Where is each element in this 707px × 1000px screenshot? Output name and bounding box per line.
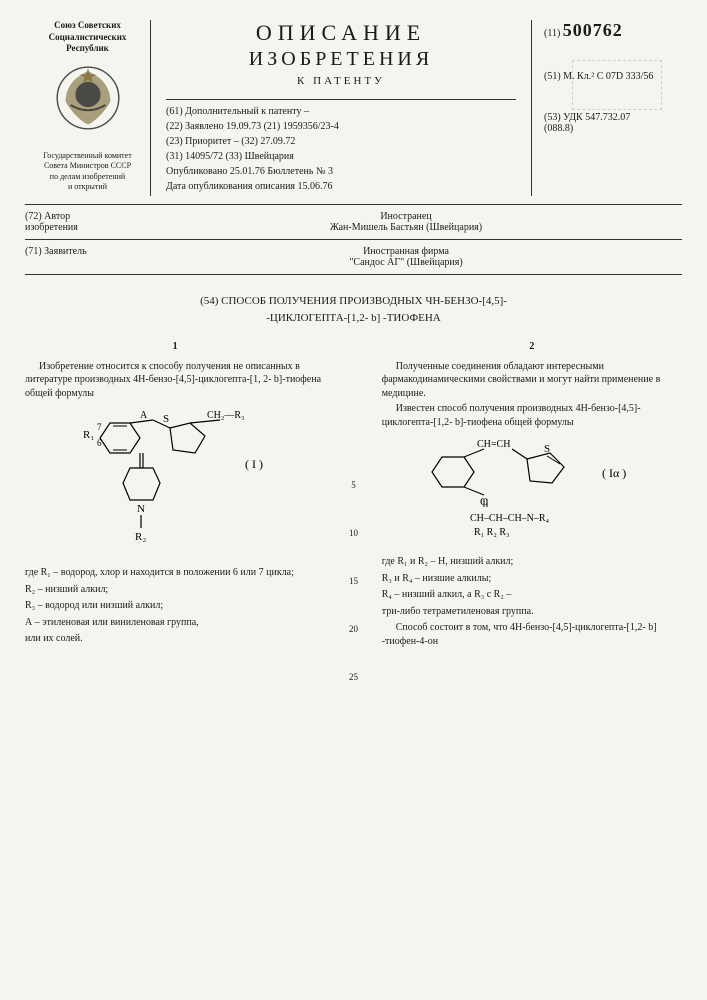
col1-p1: Изобретение относится к способу получени… <box>25 360 325 401</box>
column-2: 2 Полученные соединения обладают интерес… <box>382 340 682 720</box>
col1-salts: или их солей. <box>25 632 325 646</box>
col2-p1: Полученные соединения обладают интересны… <box>382 360 682 401</box>
formula-2-label: ( Iα ) <box>602 466 626 480</box>
svg-text:R₁ R₂ R₃: R₁ R₂ R₃ <box>474 527 509 538</box>
col2-r12: где R₁ и R₂ – Н, низший алкил; <box>400 555 682 569</box>
union-text: Союз Советских Социалистических Республи… <box>25 20 150 55</box>
author-value: Иностранец Жан-Мишель Бастьян (Швейцария… <box>138 211 675 233</box>
svg-text:S: S <box>163 413 169 425</box>
field-61: (61) Дополнительный к патенту – <box>166 106 516 117</box>
applicant-value: Иностранная фирма "Сандос АГ" (Швейцария… <box>138 246 675 268</box>
center-column: ОПИСАНИЕ ИЗОБРЕТЕНИЯ К ПАТЕНТУ (61) Допо… <box>150 20 532 196</box>
col1-rA: А – этиленовая или виниленовая группа, <box>43 616 325 630</box>
committee-text: Государственный комитет Совета Министров… <box>25 151 150 193</box>
linenum-5: 5 <box>345 480 361 490</box>
field-date: Дата опубликования описания 15.06.76 <box>166 181 516 192</box>
col2-p2: Известен способ получения производных 4Н… <box>382 402 682 429</box>
ussr-emblem-icon <box>53 63 123 133</box>
invention-title: (54) СПОСОБ ПОЛУЧЕНИЯ ПРОИЗВОДНЫХ ЧН-БЕН… <box>25 293 682 326</box>
body-columns: 1 Изобретение относится к способу получе… <box>25 340 682 720</box>
svg-text:N: N <box>137 503 145 515</box>
applicant-row: (71) Заявитель Иностранная фирма "Сандос… <box>25 240 682 275</box>
formula-1-label: ( I ) <box>245 457 263 471</box>
svg-text:7: 7 <box>97 422 102 432</box>
author-label: (72) Автор изобретения <box>25 211 135 233</box>
column-1: 1 Изобретение относится к способу получе… <box>25 340 325 720</box>
field-23: (23) Приоритет – (32) 27.09.72 <box>166 136 516 147</box>
chemical-formula-1: R₁ 7 6 A S CH₂—R₃ ( I ) N R₂ <box>75 408 275 558</box>
title-izobreteniya: ИЗОБРЕТЕНИЯ <box>166 48 516 71</box>
field-31: (31) 14095/72 (33) Швейцария <box>166 151 516 162</box>
svg-text:R₂: R₂ <box>135 531 146 543</box>
col2-r34: R₃ и R₄ – низшие алкилы; <box>400 572 682 586</box>
svg-text:R₁: R₁ <box>83 429 94 441</box>
field-pub: Опубликовано 25.01.76 Бюллетень № 3 <box>166 166 516 177</box>
svg-text:A: A <box>140 410 148 421</box>
author-row: (72) Автор изобретения Иностранец Жан-Ми… <box>25 205 682 240</box>
field-22: (22) Заявлено 19.09.73 (21) 1959356/23-4 <box>166 121 516 132</box>
pub-num-value: 500762 <box>563 20 623 40</box>
col1-r2: R₂ – низший алкил; <box>43 583 325 597</box>
pub-label: (11) <box>544 28 560 39</box>
linenum-10: 10 <box>345 528 361 538</box>
applicant-label: (71) Заявитель <box>25 246 135 257</box>
title-k-patentu: К ПАТЕНТУ <box>166 75 516 87</box>
chemical-formula-2: CH=CH S ( Iα ) C CH–CH–CH–N–R₄ R₁ R₂ R₃ <box>422 437 642 547</box>
title-opisanie: ОПИСАНИЕ <box>166 20 516 46</box>
col2-p3: Способ состоит в том, что 4Н-бензо-[4,5]… <box>382 621 682 648</box>
col2-where: где R₁ и R₂ – Н, низший алкил; R₃ и R₄ –… <box>382 555 682 618</box>
col2-num: 2 <box>382 340 682 354</box>
svg-text:CH₂—R₃: CH₂—R₃ <box>207 410 245 421</box>
svg-text:CH=CH: CH=CH <box>477 439 510 450</box>
left-column: Союз Советских Социалистических Республи… <box>25 20 150 196</box>
linenum-25: 25 <box>345 672 361 682</box>
col2-r4: R₄ – низший алкил, а R₃ с R₂ – <box>400 588 682 602</box>
stamp-box <box>572 60 662 110</box>
col1-where: где R₁ – водород, хлор и находится в пол… <box>25 566 325 629</box>
col1-r1: где R₁ – водород, хлор и находится в пол… <box>43 566 325 580</box>
col2-rtail: три-либо тетраметиленовая группа. <box>400 605 682 619</box>
line-numbers: 5 10 15 20 25 <box>345 340 361 720</box>
divider <box>166 99 516 100</box>
pub-number: (11) 500762 <box>544 20 682 41</box>
field-53: (53) УДК 547.732.07 (088.8) <box>544 112 682 134</box>
linenum-20: 20 <box>345 624 361 634</box>
svg-text:CH–CH–CH–N–R₄: CH–CH–CH–N–R₄ <box>470 513 550 524</box>
col1-r3: R₃ – водород или низший алкил; <box>43 599 325 613</box>
col1-num: 1 <box>25 340 325 354</box>
header: Союз Советских Социалистических Республи… <box>25 20 682 205</box>
svg-text:S: S <box>544 443 550 455</box>
linenum-15: 15 <box>345 576 361 586</box>
